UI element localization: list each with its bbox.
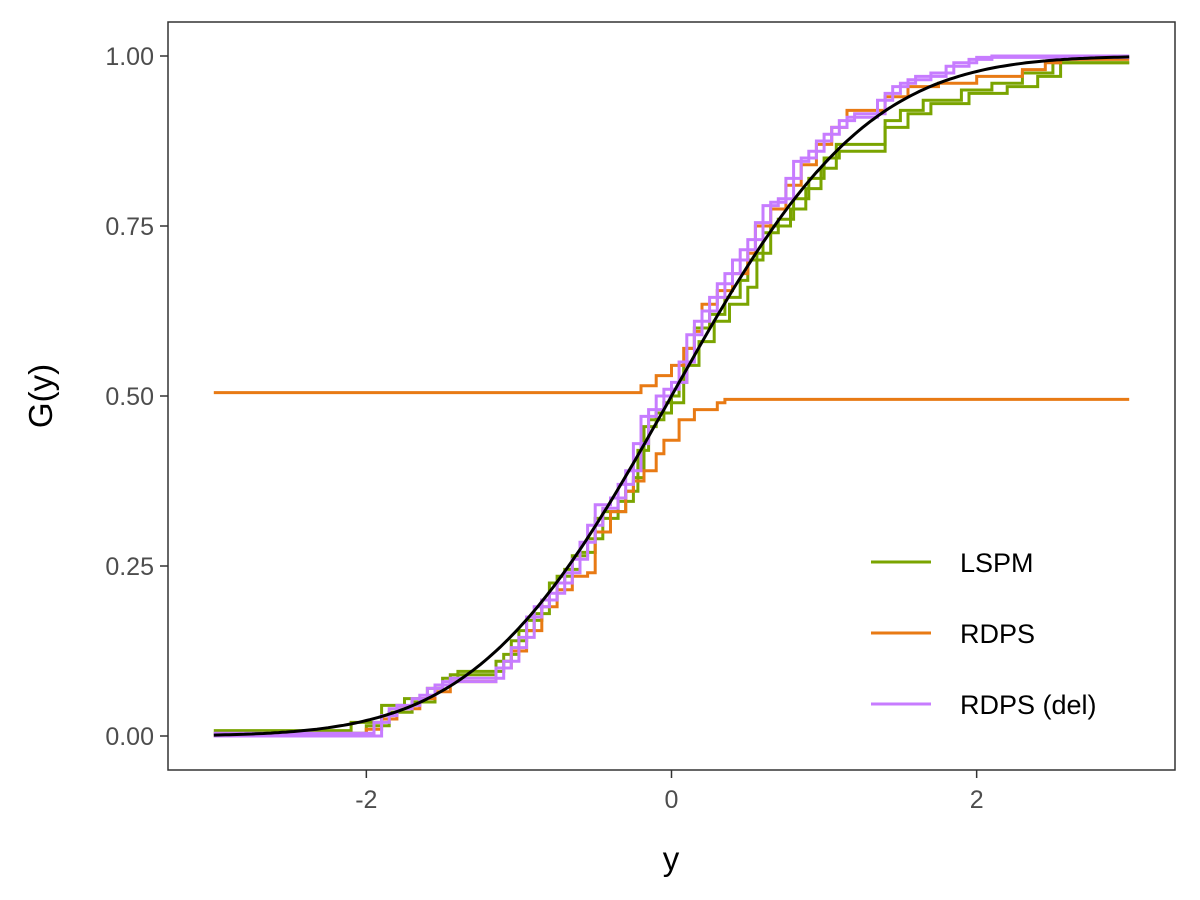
legend-label-rdps: RDPS <box>960 619 1035 649</box>
y-tick-label: 0.00 <box>105 723 154 751</box>
x-tick-label: 2 <box>970 786 984 814</box>
y-axis-title: G(y) <box>22 364 59 428</box>
legend-label-lspm: LSPM <box>960 548 1034 578</box>
series-line-lspm-2 <box>213 61 1130 735</box>
x-axis: -2 0 2 <box>355 770 984 814</box>
x-axis-title: y <box>663 840 680 877</box>
y-tick-label: 0.25 <box>105 553 154 581</box>
legend-label-rdps-del: RDPS (del) <box>960 690 1097 720</box>
y-tick-label: 1.00 <box>105 43 154 71</box>
y-tick-label: 0.75 <box>105 213 154 241</box>
x-tick-label: -2 <box>355 786 377 814</box>
legend: LSPM RDPS RDPS (del) <box>871 548 1097 720</box>
y-tick-label: 0.50 <box>105 383 154 411</box>
reference-normal-cdf-line <box>213 55 1130 737</box>
x-tick-label: 0 <box>665 786 679 814</box>
y-axis: 0.00 0.25 0.50 0.75 1.00 <box>105 43 168 751</box>
